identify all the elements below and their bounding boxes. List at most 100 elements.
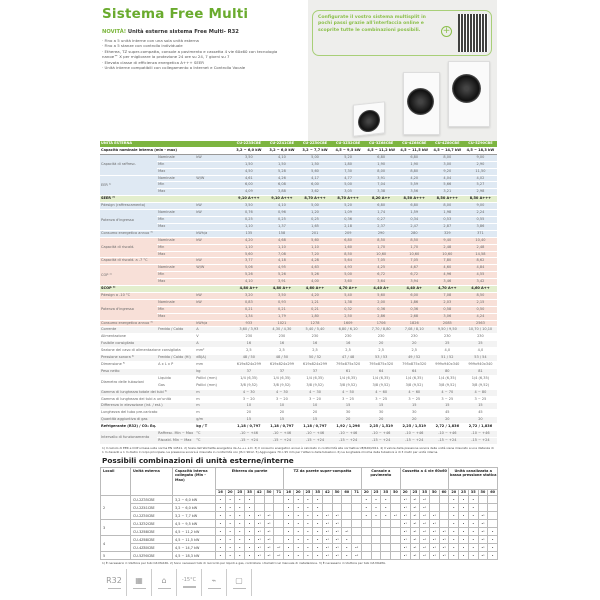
cell: -15 ~ +24 (430, 437, 464, 445)
compatibility-mark: •¹ (253, 535, 265, 544)
qr-code-icon[interactable] (458, 14, 488, 52)
icon-glyph: ⌁ (211, 575, 217, 585)
cell: 1,80 (331, 161, 365, 169)
cell: 1,70 (397, 244, 431, 252)
compatibility-mark (390, 543, 401, 552)
compatibility-mark: •¹ (438, 527, 450, 536)
compatibility-mark: • (224, 519, 236, 528)
row-unit: kW (195, 237, 233, 245)
icon-caption (232, 587, 246, 590)
row-unit (195, 271, 233, 280)
cell: -10 ~ +46 (364, 430, 398, 438)
cell: 5,00 (331, 271, 365, 280)
compatibility-mark: • (292, 519, 304, 528)
cell: 4 ~ 70 (430, 389, 464, 397)
cell: 1,10 (232, 223, 266, 231)
cell: 4,09 (232, 188, 266, 197)
compatibility-mark: •¹ (321, 551, 333, 560)
row-unit: m (195, 396, 233, 404)
compatibility-mark: • (215, 503, 226, 512)
compatibility-mark: • (234, 503, 246, 512)
table-row: SEER ²⁾ 9,10 A+++ 9,10 A+++ 8,70 A+++ 8,70 A… (100, 195, 497, 204)
cell: 230 (232, 333, 266, 342)
cell: 16 (265, 340, 299, 349)
row-unit: kWh/a (195, 230, 233, 238)
cell: 0,34 (397, 216, 431, 224)
cell: 6,80 (397, 154, 431, 162)
compatibility-mark: • (312, 551, 323, 560)
cell: 15 (463, 402, 497, 411)
compatibility-mark: •¹ (263, 551, 275, 560)
compatibility-mark: • (448, 551, 460, 560)
fan-icon (358, 108, 380, 134)
model-header: CU-5Z90CBE (463, 141, 497, 148)
compatibility-mark: • (283, 535, 294, 544)
cell: 1/4 (6,35) (265, 375, 299, 383)
r32-refrigerant-icon: R32 (102, 569, 127, 596)
table-row: Pdesign (raffrescamento) kW 3,50 4,10 5,00 5,… (100, 202, 497, 211)
cell: 1,90 (397, 161, 431, 169)
icon-caption (132, 587, 146, 590)
cell: 4,10 (232, 278, 266, 287)
row-sublabel: Min (157, 244, 196, 252)
row-unit (195, 306, 233, 314)
compatibility-mark (341, 495, 353, 504)
row-label: Peso netto (100, 368, 196, 376)
cell: 10,70 / 10,10 (463, 326, 497, 335)
cell: 0,32 (331, 306, 365, 314)
cell: 3,50 (232, 154, 266, 162)
compatibility-mark: • (312, 519, 323, 528)
compatibility-mark: • (360, 495, 372, 504)
capacity-row: Capacità nominale interna (min - max) 3,2… (100, 147, 497, 155)
cell: 1/4 (6,35) (463, 375, 497, 383)
table-row: Min 0,21 0,21 0,21 0,32 0,36 0,36 0,58 0,50 (100, 306, 497, 314)
cell: 2,86 (364, 313, 398, 321)
compatibility-mark: • (312, 527, 323, 536)
compatibility-mark: •¹ (477, 543, 489, 552)
compatibility-mark: •¹ (419, 503, 430, 512)
cell: 9,50 / 9,50 (430, 326, 464, 335)
cell: 1/4 (6,35) (298, 375, 332, 383)
model-header: CU-4Z80CBE (430, 141, 464, 148)
cell: 4,20 (298, 292, 332, 300)
cell: 3,62 (298, 188, 332, 197)
compatibility-mark: • (380, 511, 392, 520)
compatibility-mark (390, 495, 401, 504)
cell: 999x940x340 (463, 361, 497, 369)
cell: 4,10 (265, 202, 299, 211)
cell: 5,00 (298, 154, 332, 162)
cell: 8,80 (397, 168, 431, 176)
cell: 3,21 (430, 188, 464, 197)
cell: 10,60 (397, 251, 431, 259)
row-sublabel: Nominale (157, 299, 196, 307)
cell: 2,25 / 1,519 (364, 423, 398, 432)
row-unit: kW (195, 209, 233, 217)
configurator-box[interactable]: Configurate il vostro sistema multisplit… (312, 10, 492, 56)
compatibility-mark (438, 495, 450, 504)
compatibility-mark: •¹ (477, 551, 489, 560)
compatibility-mark: •¹ (331, 519, 343, 528)
table-row: Capacità di raffresc. Nominale kW 3,50 4,10 5… (100, 154, 497, 176)
feature-list: · Fino a 5 unità interne con una sola un… (102, 38, 292, 70)
cell: 8,00 (430, 154, 464, 162)
outdoor-unit-cell: CU-3Z68CBE (130, 527, 173, 536)
cell: 1021 (265, 320, 299, 328)
table-row: Sezione del cavo di alimentazione consig… (100, 347, 497, 356)
compatibility-mark: • (224, 551, 236, 560)
cell: 2,47 (397, 223, 431, 231)
cell: 3,05 (331, 188, 365, 197)
cell: 4,0 (430, 347, 464, 356)
compatibility-mark: • (224, 503, 236, 512)
table-row: Min 1,50 1,50 1,50 1,80 1,90 1,90 3,00 2,90 (100, 161, 497, 169)
cell: 20 (232, 409, 266, 418)
row-unit: m (195, 402, 233, 411)
compatibility-mark: •¹ (399, 551, 411, 560)
row-unit: mm² (195, 347, 233, 356)
table-row: Capacità di riscald. Nominale kW 4,20 4,68 5,… (100, 237, 497, 259)
cell: 7,05 (397, 257, 431, 266)
cell: 999x940x340 (430, 361, 464, 369)
compatibility-mark (360, 535, 372, 544)
compatibility-mark: • (224, 511, 236, 520)
row-label: Potenza d'ingresso (100, 299, 158, 321)
compatibility-mark: •¹ (419, 519, 430, 528)
